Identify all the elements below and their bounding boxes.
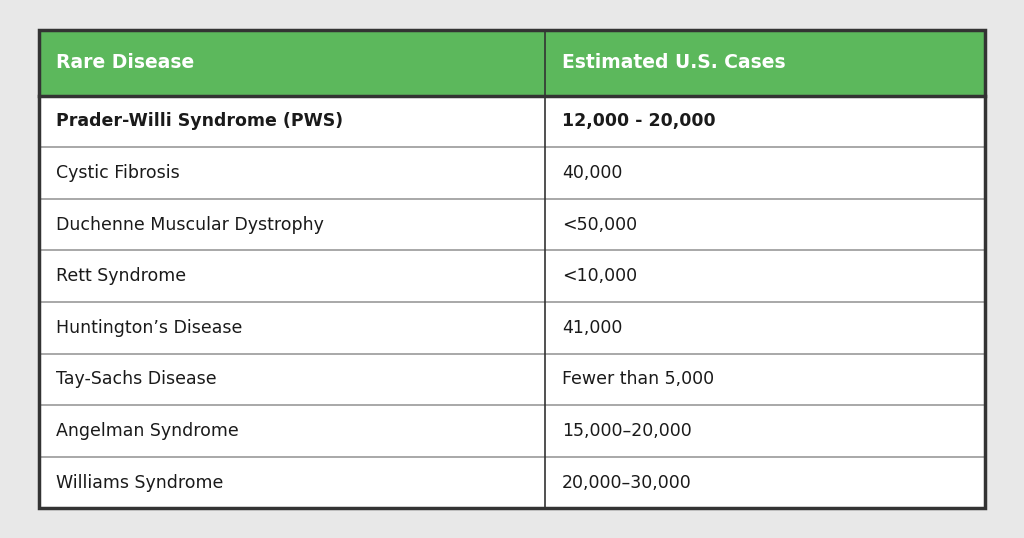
- Bar: [39, 405, 985, 457]
- Bar: [39, 147, 985, 199]
- Text: Rett Syndrome: Rett Syndrome: [56, 267, 186, 285]
- Text: Duchenne Muscular Dystrophy: Duchenne Muscular Dystrophy: [56, 216, 324, 233]
- Text: Huntington’s Disease: Huntington’s Disease: [56, 319, 243, 337]
- Text: Fewer than 5,000: Fewer than 5,000: [562, 371, 715, 388]
- Text: 20,000–30,000: 20,000–30,000: [562, 473, 692, 492]
- Bar: [39, 30, 985, 96]
- Bar: [39, 457, 985, 508]
- Bar: [39, 30, 985, 508]
- Text: <10,000: <10,000: [562, 267, 637, 285]
- Text: 15,000–20,000: 15,000–20,000: [562, 422, 692, 440]
- Text: Williams Syndrome: Williams Syndrome: [56, 473, 223, 492]
- Bar: [39, 302, 985, 353]
- Bar: [39, 353, 985, 405]
- Text: Cystic Fibrosis: Cystic Fibrosis: [56, 164, 179, 182]
- Text: Rare Disease: Rare Disease: [56, 53, 195, 72]
- Text: 41,000: 41,000: [562, 319, 623, 337]
- Text: 40,000: 40,000: [562, 164, 623, 182]
- Bar: [39, 251, 985, 302]
- Text: <50,000: <50,000: [562, 216, 637, 233]
- Text: Prader-Willi Syndrome (PWS): Prader-Willi Syndrome (PWS): [56, 112, 343, 130]
- Bar: [39, 96, 985, 147]
- Text: Angelman Syndrome: Angelman Syndrome: [56, 422, 239, 440]
- Text: Tay-Sachs Disease: Tay-Sachs Disease: [56, 371, 216, 388]
- Text: 12,000 - 20,000: 12,000 - 20,000: [562, 112, 716, 130]
- Bar: [39, 199, 985, 251]
- Text: Estimated U.S. Cases: Estimated U.S. Cases: [562, 53, 785, 72]
